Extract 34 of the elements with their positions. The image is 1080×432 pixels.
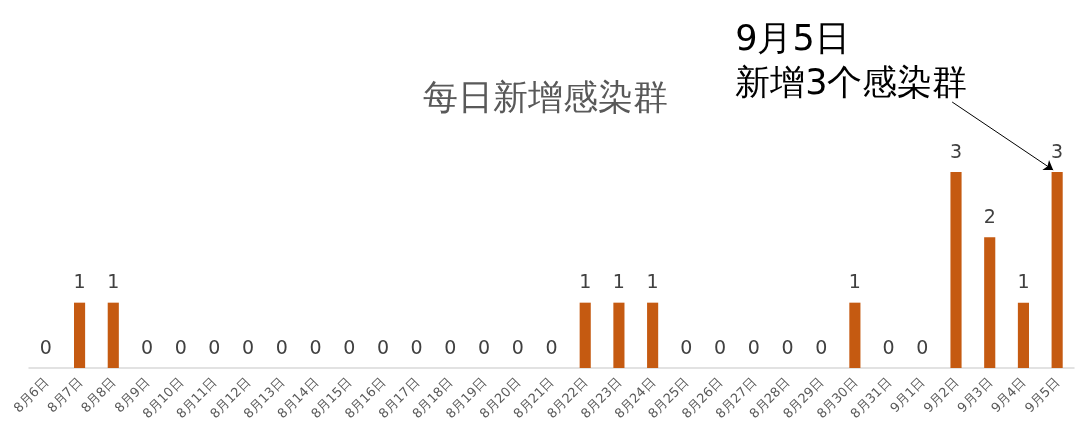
- data-label: 0: [444, 335, 457, 358]
- data-label: 0: [882, 335, 895, 358]
- data-label: 0: [545, 335, 558, 358]
- chart-title: 每日新增感染群: [423, 76, 668, 117]
- data-label: 0: [478, 335, 491, 358]
- data-label: 0: [714, 335, 727, 358]
- data-label: 1: [646, 270, 659, 293]
- data-label: 0: [242, 335, 255, 358]
- data-label: 1: [612, 270, 625, 293]
- data-label: 2: [983, 204, 996, 227]
- data-label: 1: [73, 270, 86, 293]
- data-label: 0: [275, 335, 288, 358]
- data-label: 0: [781, 335, 794, 358]
- data-label: 0: [815, 335, 828, 358]
- data-label: 0: [680, 335, 693, 358]
- data-label: 0: [174, 335, 187, 358]
- text: 9月5日: [735, 17, 850, 58]
- data-label: 1: [579, 270, 592, 293]
- data-label: 0: [511, 335, 524, 358]
- data-label: 0: [376, 335, 389, 358]
- data-label: 0: [309, 335, 322, 358]
- data-label: 0: [916, 335, 929, 358]
- annotation: 新增3个感染群: [735, 61, 968, 102]
- data-label: 0: [140, 335, 154, 358]
- data-label: 0: [343, 335, 356, 358]
- data-label: 0: [747, 335, 760, 358]
- data-label: 0: [208, 335, 221, 358]
- data-label: 1: [848, 270, 861, 293]
- data-label: 0: [39, 335, 52, 358]
- data-label: 1: [1017, 270, 1030, 293]
- data-label: 3: [1051, 139, 1064, 162]
- data-label: 3: [949, 139, 963, 162]
- data-label: 1: [107, 270, 120, 293]
- data-label: 0: [410, 335, 423, 358]
